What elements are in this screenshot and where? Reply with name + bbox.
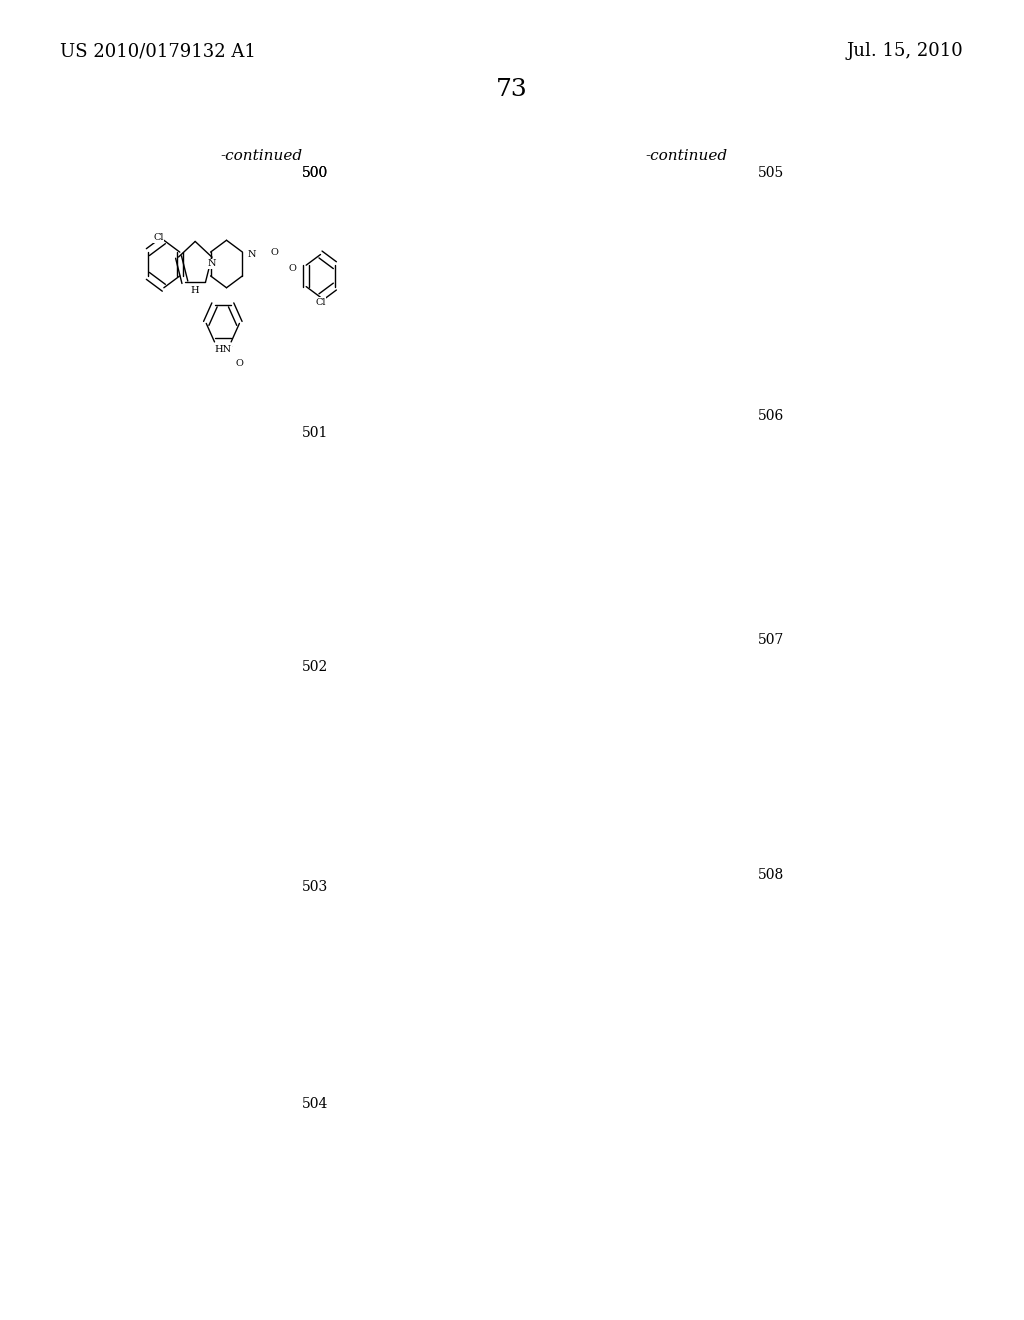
Text: HN: HN bbox=[214, 345, 231, 354]
Text: -continued: -continued bbox=[220, 149, 302, 162]
Text: 508: 508 bbox=[758, 869, 784, 882]
Text: 506: 506 bbox=[758, 409, 784, 422]
Text: O: O bbox=[289, 264, 297, 273]
Text: US 2010/0179132 A1: US 2010/0179132 A1 bbox=[60, 42, 256, 61]
Text: O: O bbox=[236, 359, 244, 368]
Text: O: O bbox=[270, 248, 279, 256]
Text: -continued: -continued bbox=[645, 149, 727, 162]
Text: 504: 504 bbox=[302, 1097, 329, 1110]
Text: 502: 502 bbox=[302, 660, 329, 673]
Text: N: N bbox=[208, 260, 216, 268]
Text: 503: 503 bbox=[302, 880, 329, 894]
Text: H: H bbox=[190, 285, 200, 294]
Text: 73: 73 bbox=[496, 78, 528, 102]
Text: N: N bbox=[248, 249, 257, 259]
Text: Cl: Cl bbox=[153, 234, 164, 243]
Text: 500: 500 bbox=[302, 166, 329, 180]
Text: 501: 501 bbox=[302, 426, 329, 440]
Text: 505: 505 bbox=[758, 166, 784, 180]
Text: 507: 507 bbox=[758, 634, 784, 647]
Text: Cl: Cl bbox=[315, 297, 326, 306]
Text: Jul. 15, 2010: Jul. 15, 2010 bbox=[847, 42, 964, 61]
Text: 500: 500 bbox=[302, 166, 329, 180]
